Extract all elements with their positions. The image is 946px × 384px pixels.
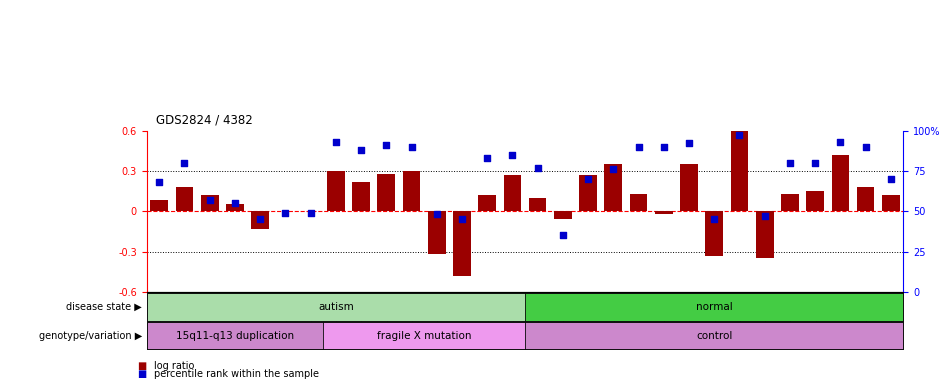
- Bar: [706, 211, 723, 256]
- Point: [858, 144, 873, 150]
- Text: GDS2824 / 4382: GDS2824 / 4382: [156, 114, 253, 127]
- Bar: [147, 322, 324, 349]
- Bar: [428, 211, 446, 254]
- Point: [605, 166, 621, 172]
- Point: [707, 216, 722, 222]
- Point: [303, 210, 318, 216]
- Point: [278, 210, 293, 216]
- Text: normal: normal: [696, 302, 732, 312]
- Point: [757, 213, 772, 219]
- Text: autism: autism: [318, 302, 354, 312]
- Bar: [324, 322, 525, 349]
- Point: [151, 179, 166, 185]
- Point: [328, 139, 343, 145]
- Bar: [479, 195, 496, 211]
- Point: [782, 160, 797, 166]
- Text: ■: ■: [137, 361, 147, 371]
- Point: [454, 216, 469, 222]
- Bar: [604, 164, 622, 211]
- Bar: [730, 128, 748, 211]
- Point: [404, 144, 419, 150]
- Bar: [806, 191, 824, 211]
- Bar: [680, 164, 698, 211]
- Bar: [525, 322, 903, 349]
- Bar: [226, 205, 244, 211]
- Point: [253, 216, 268, 222]
- Bar: [147, 293, 525, 321]
- Point: [681, 141, 696, 147]
- Point: [227, 200, 242, 206]
- Point: [581, 176, 596, 182]
- Bar: [579, 175, 597, 211]
- Bar: [832, 155, 850, 211]
- Point: [202, 197, 218, 203]
- Bar: [377, 174, 395, 211]
- Bar: [150, 200, 168, 211]
- Point: [808, 160, 823, 166]
- Bar: [252, 211, 269, 229]
- Bar: [453, 211, 471, 276]
- Text: percentile rank within the sample: percentile rank within the sample: [154, 369, 319, 379]
- Bar: [352, 182, 370, 211]
- Text: control: control: [696, 331, 732, 341]
- Point: [505, 152, 520, 158]
- Point: [832, 139, 848, 145]
- Bar: [882, 195, 900, 211]
- Text: log ratio: log ratio: [154, 361, 195, 371]
- Point: [631, 144, 646, 150]
- Point: [732, 132, 747, 139]
- Bar: [403, 171, 420, 211]
- Point: [657, 144, 672, 150]
- Text: ■: ■: [137, 369, 147, 379]
- Point: [378, 142, 394, 148]
- Point: [555, 232, 570, 238]
- Point: [354, 147, 369, 153]
- Text: fragile X mutation: fragile X mutation: [377, 331, 471, 341]
- Point: [429, 211, 445, 217]
- Bar: [655, 211, 673, 214]
- Bar: [525, 293, 903, 321]
- Bar: [630, 194, 647, 211]
- Bar: [756, 211, 774, 258]
- Bar: [529, 198, 547, 211]
- Point: [480, 155, 495, 161]
- Bar: [327, 171, 344, 211]
- Bar: [503, 175, 521, 211]
- Bar: [176, 187, 193, 211]
- Text: 15q11-q13 duplication: 15q11-q13 duplication: [176, 331, 294, 341]
- Point: [884, 176, 899, 182]
- Bar: [781, 194, 798, 211]
- Text: genotype/variation ▶: genotype/variation ▶: [39, 331, 142, 341]
- Bar: [857, 187, 874, 211]
- Point: [530, 165, 545, 171]
- Bar: [554, 211, 571, 219]
- Bar: [201, 195, 219, 211]
- Text: disease state ▶: disease state ▶: [66, 302, 142, 312]
- Point: [177, 160, 192, 166]
